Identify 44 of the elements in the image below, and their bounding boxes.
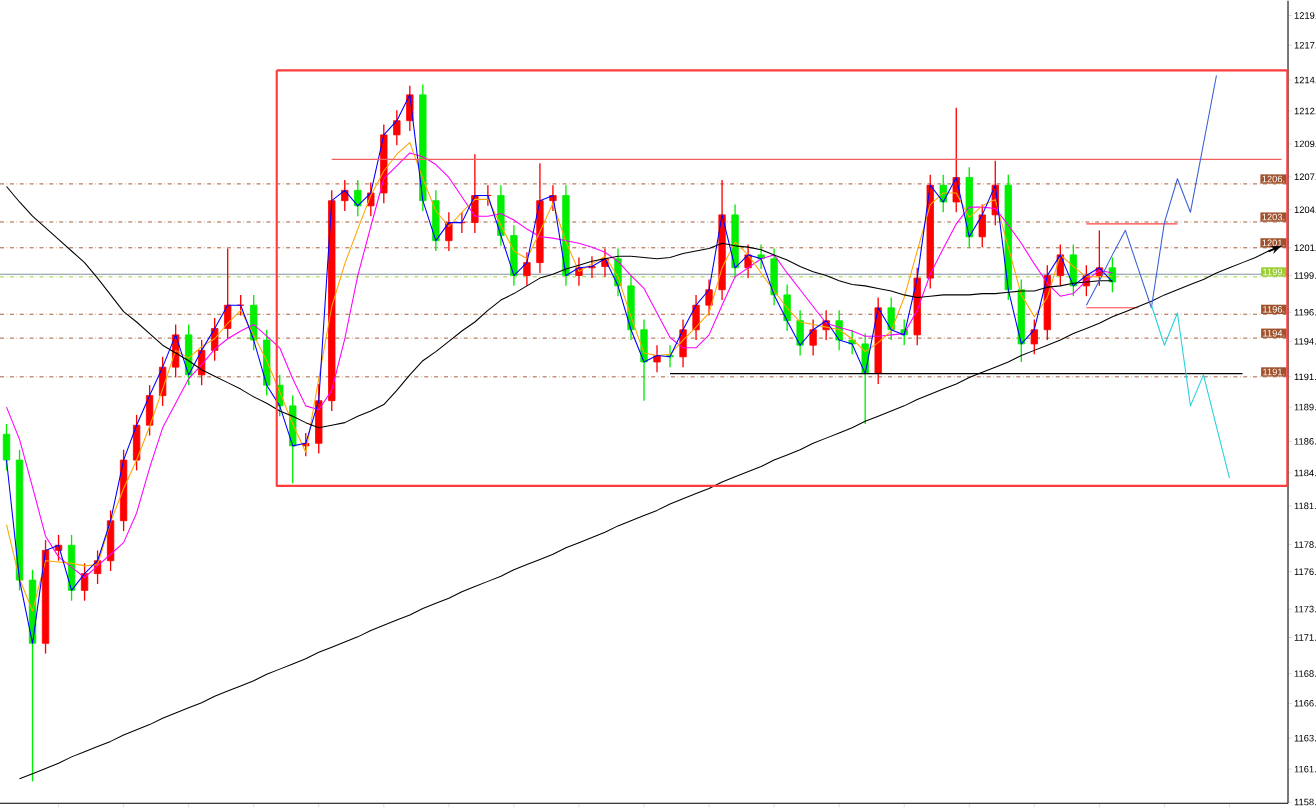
y-tick-label: 1204. (1294, 206, 1316, 214)
y-tick-label: 1217. (1294, 41, 1316, 49)
y-tick-label: 1184. (1294, 469, 1316, 477)
candlestick (978, 203, 986, 248)
candlestick (393, 109, 401, 146)
y-tick-label: 1209. (1294, 140, 1316, 148)
y-tick-label: 1181. (1294, 502, 1316, 510)
candlestick (354, 179, 362, 217)
y-tick-label: 1176. (1294, 568, 1316, 575)
y-tick-label: 1163. (1294, 734, 1316, 742)
y-tick-label: 1214. (1294, 76, 1316, 84)
y-tick-label: 1171. (1294, 634, 1316, 641)
ref-line-label: 1199. (1263, 268, 1285, 276)
ref-line-label: 1194. (1263, 329, 1285, 337)
y-tick-label: 1194. (1294, 338, 1316, 345)
candlestick (523, 251, 531, 287)
candlestick (809, 318, 817, 357)
y-tick-label: 1201. (1294, 244, 1316, 252)
ref-line-label: 1203. (1262, 213, 1285, 221)
y-tick-label: 1196. (1294, 309, 1316, 316)
candlestick (887, 296, 895, 341)
y-tick-label: 1219. (1294, 12, 1316, 19)
y-tick-label: 1207. (1294, 173, 1316, 181)
y-tick-label: 1168. (1294, 670, 1316, 677)
candlestick (341, 179, 349, 212)
ref-line-label: 1201. (1262, 239, 1285, 247)
y-tick-label: 1189. (1294, 403, 1316, 411)
y-tick-label: 1173. (1294, 605, 1316, 613)
y-tick-label: 1212. (1294, 107, 1316, 115)
candlestick (653, 344, 661, 373)
y-tick-label: 1178. (1294, 541, 1316, 548)
y-tick-label: 1158. (1294, 798, 1316, 806)
y-tick-label: 1166. (1294, 700, 1316, 707)
y-tick-label: 1199. (1294, 272, 1316, 279)
ref-line-label: 1196. (1263, 306, 1285, 313)
y-tick-label: 1161. (1294, 765, 1316, 773)
line-series (1150, 304, 1230, 479)
ref-line-label: 1191. (1263, 368, 1285, 376)
y-tick-label: 1186. (1294, 438, 1316, 445)
y-tick-label: 1191. (1294, 373, 1316, 381)
candlestick (224, 247, 232, 340)
candlestick (1030, 318, 1038, 355)
candlestick (705, 278, 713, 317)
ref-line-label: 1206. (1262, 175, 1285, 183)
